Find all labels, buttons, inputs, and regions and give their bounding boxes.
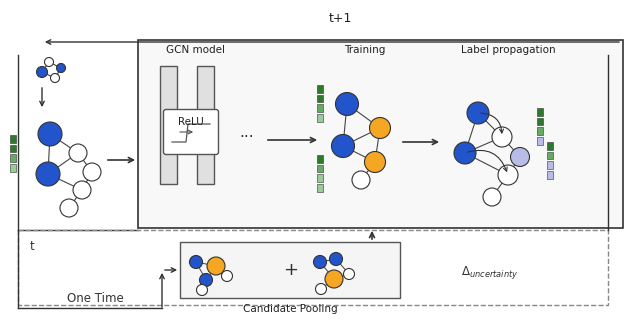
Circle shape <box>36 162 60 186</box>
Text: Label propagation: Label propagation <box>461 45 556 55</box>
Bar <box>317 104 323 112</box>
Bar <box>317 165 323 172</box>
Bar <box>547 142 552 150</box>
Bar <box>317 95 323 102</box>
Circle shape <box>69 144 87 162</box>
Bar <box>10 164 15 172</box>
Circle shape <box>51 74 60 82</box>
Bar <box>317 85 323 92</box>
Circle shape <box>60 199 78 217</box>
Text: t: t <box>30 240 35 253</box>
Bar <box>538 137 543 145</box>
Bar <box>547 152 552 159</box>
Text: ReLU: ReLU <box>178 117 204 127</box>
FancyBboxPatch shape <box>138 40 623 228</box>
Bar <box>317 174 323 182</box>
Bar <box>10 154 15 162</box>
Text: +: + <box>284 261 298 279</box>
Text: GCN model: GCN model <box>166 45 225 55</box>
Bar <box>10 135 15 142</box>
Circle shape <box>498 165 518 185</box>
Circle shape <box>73 181 91 199</box>
Circle shape <box>330 253 342 266</box>
Text: ...: ... <box>240 124 254 140</box>
Circle shape <box>352 171 370 189</box>
Circle shape <box>45 57 54 67</box>
Text: Training: Training <box>344 45 386 55</box>
FancyBboxPatch shape <box>197 66 214 184</box>
Text: One Time: One Time <box>67 291 124 305</box>
Circle shape <box>344 268 355 279</box>
Circle shape <box>316 284 326 295</box>
Circle shape <box>492 127 512 147</box>
Circle shape <box>369 118 390 139</box>
Circle shape <box>335 92 358 116</box>
Bar <box>10 145 15 152</box>
Bar <box>547 162 552 169</box>
Bar <box>317 155 323 162</box>
Circle shape <box>207 257 225 275</box>
Text: Candidate Pooling: Candidate Pooling <box>243 304 337 314</box>
Bar <box>538 118 543 125</box>
Bar <box>538 108 543 116</box>
Text: t+1: t+1 <box>328 12 352 25</box>
Circle shape <box>38 122 62 146</box>
Circle shape <box>200 274 212 287</box>
Bar <box>547 171 552 179</box>
FancyBboxPatch shape <box>163 109 218 154</box>
Circle shape <box>325 270 343 288</box>
Circle shape <box>314 255 326 268</box>
Circle shape <box>511 148 529 166</box>
Circle shape <box>454 142 476 164</box>
Circle shape <box>56 64 65 72</box>
Circle shape <box>83 163 101 181</box>
Bar <box>317 184 323 192</box>
Circle shape <box>221 270 232 282</box>
Bar <box>538 127 543 135</box>
Bar <box>317 114 323 121</box>
Circle shape <box>36 67 47 78</box>
Circle shape <box>483 188 501 206</box>
Circle shape <box>332 134 355 158</box>
FancyBboxPatch shape <box>180 242 400 298</box>
Text: $\Delta_{uncertainty}$: $\Delta_{uncertainty}$ <box>461 264 519 280</box>
FancyBboxPatch shape <box>160 66 177 184</box>
Circle shape <box>365 151 385 172</box>
Circle shape <box>189 255 202 268</box>
Circle shape <box>467 102 489 124</box>
Circle shape <box>196 285 207 296</box>
